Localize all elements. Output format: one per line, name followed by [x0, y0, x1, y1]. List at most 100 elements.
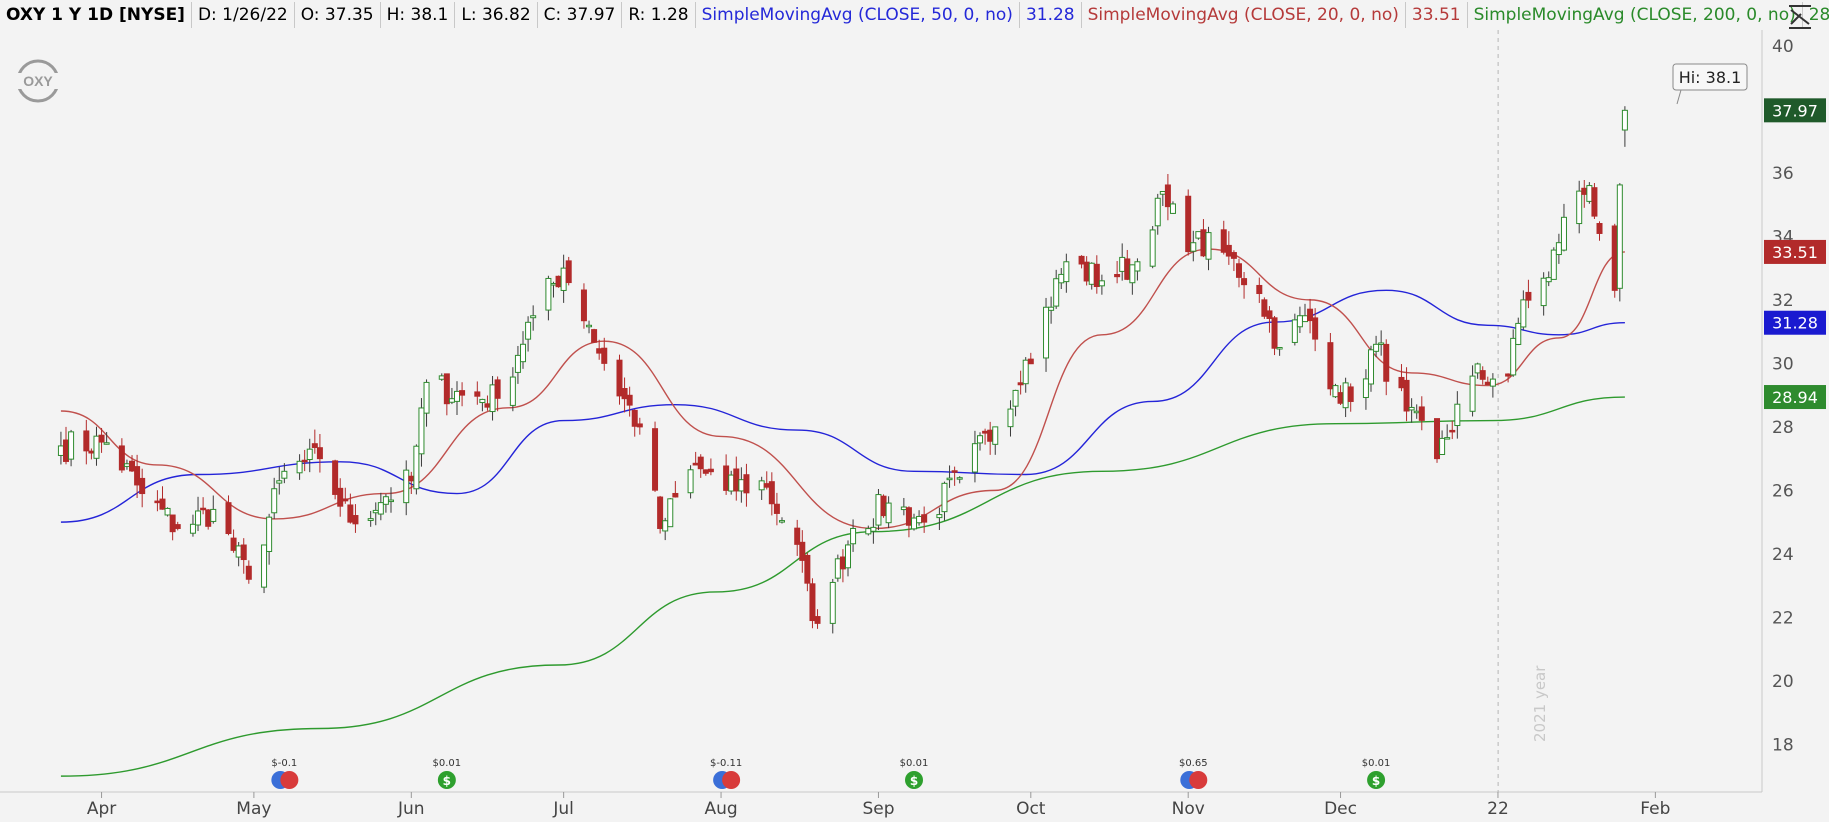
- candle[interactable]: [1195, 231, 1202, 240]
- candle[interactable]: [971, 430, 978, 483]
- candle[interactable]: [1291, 313, 1298, 346]
- candle[interactable]: [1560, 203, 1567, 252]
- candle[interactable]: [1469, 365, 1476, 417]
- candle[interactable]: [240, 538, 247, 574]
- collapse-icon[interactable]: [1785, 0, 1815, 30]
- sma20-legend[interactable]: SimpleMovingAvg (CLOSE, 20, 0, no): [1082, 2, 1406, 28]
- candle[interactable]: [555, 275, 562, 288]
- candle[interactable]: [276, 467, 283, 495]
- candle[interactable]: [591, 328, 598, 343]
- dividend-event-earn-div[interactable]: $-0.1: [271, 758, 299, 789]
- candle[interactable]: [946, 465, 953, 488]
- candle[interactable]: [1149, 226, 1156, 269]
- candle[interactable]: [905, 506, 912, 538]
- candle[interactable]: [941, 481, 948, 521]
- candle[interactable]: [1043, 297, 1050, 372]
- candle[interactable]: [352, 504, 359, 533]
- candle[interactable]: [281, 463, 288, 484]
- dividend-event-div[interactable]: $0.01 $: [900, 758, 929, 789]
- candle[interactable]: [829, 578, 836, 634]
- candle[interactable]: [1586, 182, 1593, 204]
- candle[interactable]: [1550, 247, 1557, 280]
- candle[interactable]: [1489, 373, 1496, 398]
- candle[interactable]: [1621, 106, 1628, 147]
- candle[interactable]: [844, 540, 851, 577]
- candle[interactable]: [875, 489, 882, 531]
- candle[interactable]: [174, 521, 181, 531]
- candle[interactable]: [1611, 223, 1618, 298]
- candle[interactable]: [200, 497, 207, 515]
- candle[interactable]: [1078, 255, 1085, 269]
- candle[interactable]: [799, 530, 806, 573]
- candle[interactable]: [834, 554, 841, 582]
- candle[interactable]: [316, 434, 323, 473]
- candle[interactable]: [773, 492, 780, 526]
- candle[interactable]: [337, 478, 344, 517]
- candle[interactable]: [261, 544, 268, 594]
- candle[interactable]: [804, 552, 811, 592]
- candle[interactable]: [1576, 180, 1583, 234]
- candle[interactable]: [189, 514, 196, 537]
- candle[interactable]: [509, 367, 516, 412]
- candle[interactable]: [1540, 272, 1547, 316]
- candle[interactable]: [1098, 274, 1105, 295]
- candle[interactable]: [1220, 220, 1227, 255]
- candle[interactable]: [342, 487, 349, 504]
- candle[interactable]: [459, 382, 466, 407]
- candle[interactable]: [1230, 250, 1237, 272]
- candle[interactable]: [1129, 264, 1136, 295]
- candle[interactable]: [1454, 391, 1461, 439]
- candle[interactable]: [443, 373, 450, 416]
- candle[interactable]: [210, 495, 217, 524]
- candle[interactable]: [1368, 345, 1375, 392]
- candle[interactable]: [266, 513, 273, 565]
- candle[interactable]: [530, 305, 537, 331]
- candle[interactable]: [1169, 201, 1176, 214]
- sma50-legend[interactable]: SimpleMovingAvg (CLOSE, 50, 0, no): [696, 2, 1020, 28]
- candle[interactable]: [616, 354, 623, 405]
- candle[interactable]: [1241, 271, 1248, 299]
- candle[interactable]: [1205, 226, 1212, 271]
- candle[interactable]: [403, 460, 410, 516]
- candle[interactable]: [301, 449, 308, 472]
- candle[interactable]: [956, 476, 963, 484]
- candle[interactable]: [347, 493, 354, 524]
- candle[interactable]: [672, 481, 679, 498]
- candle[interactable]: [1434, 418, 1441, 463]
- candle[interactable]: [311, 429, 318, 454]
- candle[interactable]: [1403, 367, 1410, 422]
- candle[interactable]: [1164, 174, 1171, 221]
- candle[interactable]: [870, 518, 877, 544]
- symbol-label[interactable]: OXY 1 Y 1D [NYSE]: [0, 2, 192, 28]
- candle[interactable]: [93, 426, 100, 466]
- candle[interactable]: [977, 432, 984, 451]
- candle[interactable]: [1520, 290, 1527, 330]
- candle[interactable]: [1027, 352, 1034, 365]
- dividend-event-div[interactable]: $0.01 $: [1362, 758, 1391, 789]
- candle[interactable]: [1449, 420, 1456, 440]
- candle[interactable]: [159, 486, 166, 510]
- candle[interactable]: [454, 381, 461, 416]
- candle[interactable]: [306, 438, 313, 473]
- candle[interactable]: [1261, 297, 1268, 319]
- candle[interactable]: [1439, 430, 1446, 455]
- candle[interactable]: [1474, 362, 1481, 379]
- candle[interactable]: [230, 529, 237, 553]
- candle[interactable]: [1271, 315, 1278, 356]
- candle[interactable]: [768, 472, 775, 516]
- candle[interactable]: [367, 510, 374, 527]
- candle[interactable]: [1418, 396, 1425, 431]
- candle[interactable]: [921, 506, 928, 533]
- candle[interactable]: [1190, 230, 1197, 262]
- candle[interactable]: [139, 468, 146, 508]
- candle[interactable]: [98, 427, 105, 453]
- plot-area[interactable]: [0, 30, 1762, 792]
- candle[interactable]: [621, 377, 628, 413]
- dividend-event-div[interactable]: $0.01 $: [433, 758, 462, 789]
- candle[interactable]: [657, 495, 664, 534]
- candle[interactable]: [1225, 231, 1232, 265]
- candle[interactable]: [911, 513, 918, 531]
- candle[interactable]: [1235, 258, 1242, 288]
- candle[interactable]: [1185, 189, 1192, 256]
